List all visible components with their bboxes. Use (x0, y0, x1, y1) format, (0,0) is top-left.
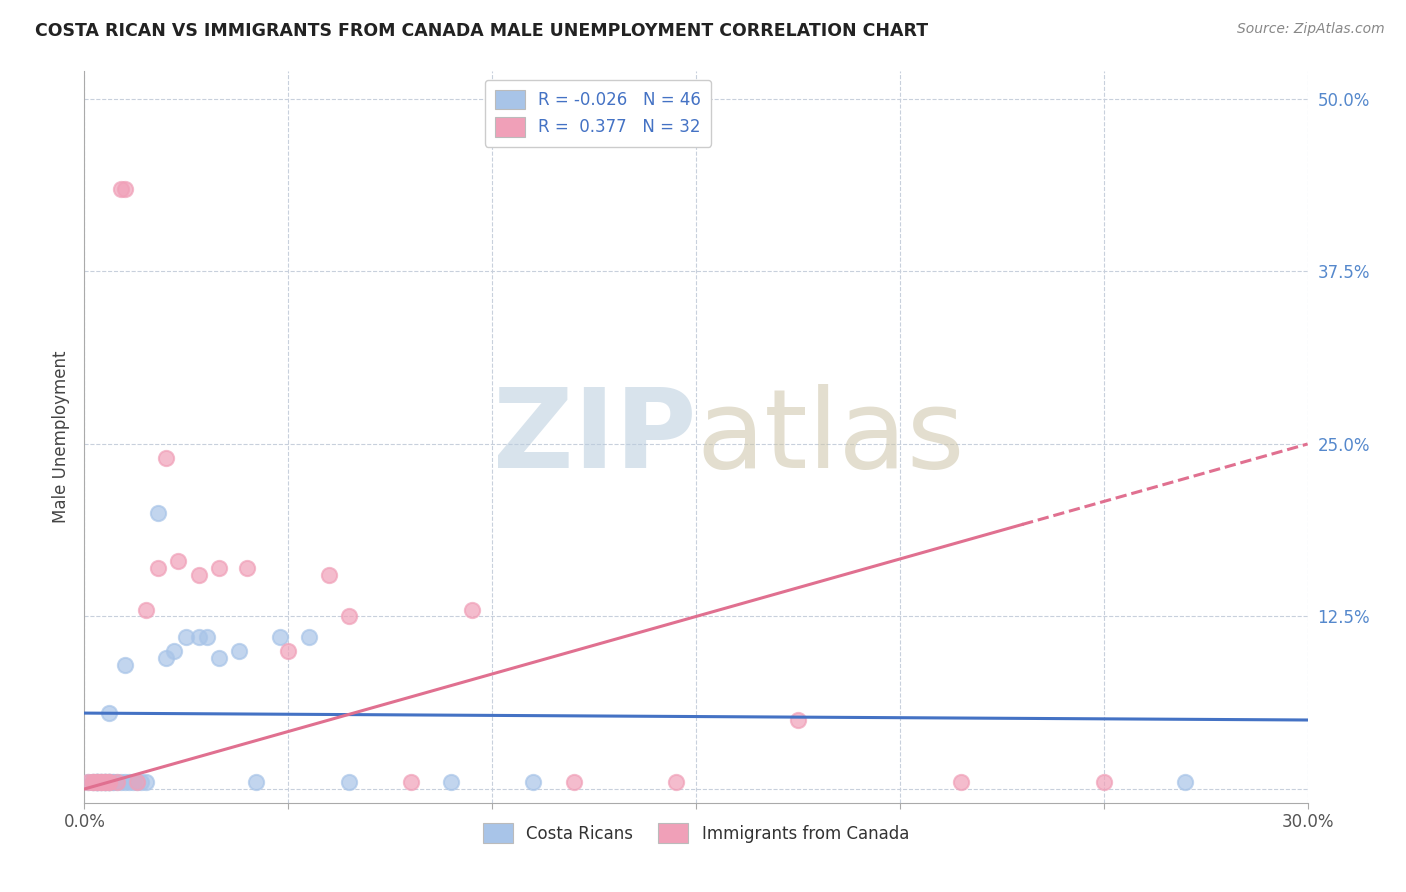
Point (86, 775, 108, 789)
Point (82, 775, 104, 789)
Point (339, 609, 361, 624)
Point (122, 775, 145, 789)
Point (167, 554, 190, 568)
Point (105, 775, 128, 789)
Point (440, 775, 463, 789)
Point (114, 657, 136, 672)
Point (174, 630, 197, 644)
Point (399, 775, 422, 789)
Point (101, 775, 124, 789)
Point (277, 644, 299, 658)
Legend: Costa Ricans, Immigrants from Canada: Costa Ricans, Immigrants from Canada (477, 817, 915, 849)
Point (86, 775, 108, 789)
Point (86, 775, 108, 789)
Point (77, 775, 100, 789)
Point (163, 644, 186, 658)
Point (82, 775, 104, 789)
Point (146, 561, 169, 575)
Text: ZIP: ZIP (492, 384, 696, 491)
Point (93, 775, 115, 789)
Point (187, 568, 209, 582)
Text: COSTA RICAN VS IMMIGRANTS FROM CANADA MALE UNEMPLOYMENT CORRELATION CHART: COSTA RICAN VS IMMIGRANTS FROM CANADA MA… (35, 22, 928, 40)
Point (461, 602, 484, 616)
Point (93, 775, 115, 789)
Point (298, 630, 321, 644)
Point (245, 775, 267, 789)
Point (114, 775, 136, 789)
Point (318, 568, 340, 582)
Point (127, 775, 149, 789)
Point (90, 775, 112, 789)
Point (90, 775, 112, 789)
Text: atlas: atlas (696, 384, 965, 491)
Point (86, 775, 108, 789)
Point (90, 775, 112, 789)
Point (97, 775, 120, 789)
Point (236, 561, 259, 575)
Point (131, 775, 153, 789)
Point (97, 775, 120, 789)
Point (787, 713, 810, 727)
Point (101, 775, 124, 789)
Point (195, 630, 218, 644)
Point (127, 775, 149, 789)
Point (1092, 775, 1115, 789)
Point (86, 775, 108, 789)
Point (665, 775, 688, 789)
Point (90, 775, 112, 789)
Point (86, 775, 108, 789)
Point (93, 775, 115, 789)
Point (97, 775, 120, 789)
Point (135, 775, 157, 789)
Point (93, 775, 115, 789)
Point (522, 775, 544, 789)
Point (269, 630, 291, 644)
Point (97, 706, 120, 720)
Point (86, 775, 108, 789)
Text: Source: ZipAtlas.com: Source: ZipAtlas.com (1237, 22, 1385, 37)
Point (187, 630, 209, 644)
Point (97, 775, 120, 789)
Point (135, 602, 157, 616)
Point (562, 775, 585, 789)
Point (110, 775, 132, 789)
Point (118, 775, 141, 789)
Y-axis label: Male Unemployment: Male Unemployment (52, 351, 70, 524)
Point (208, 651, 231, 665)
Point (155, 651, 177, 665)
Point (1174, 775, 1197, 789)
Point (146, 506, 169, 520)
Point (110, 182, 132, 196)
Point (228, 644, 250, 658)
Point (950, 775, 973, 789)
Point (82, 775, 104, 789)
Point (155, 450, 177, 465)
Point (105, 775, 128, 789)
Point (114, 182, 136, 196)
Point (97, 775, 120, 789)
Point (90, 775, 112, 789)
Point (93, 775, 115, 789)
Point (97, 775, 120, 789)
Point (208, 561, 231, 575)
Point (339, 775, 361, 789)
Point (77, 775, 100, 789)
Point (93, 775, 115, 789)
Point (82, 775, 104, 789)
